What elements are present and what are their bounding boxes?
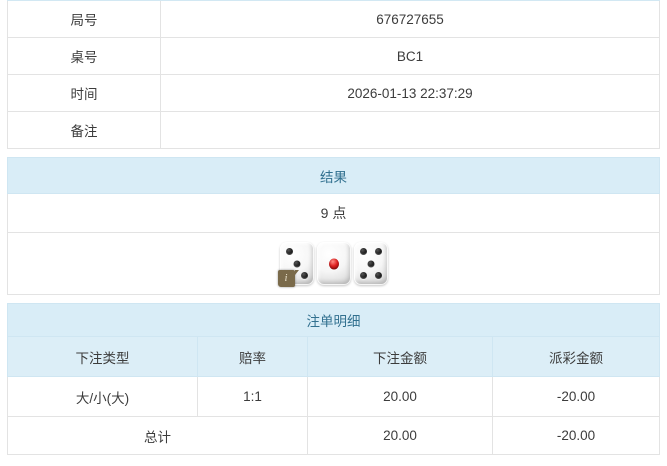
round-info-table: 局号 676727655 桌号 BC1 时间 2026-01-13 22:37:… [7, 0, 660, 149]
table-row: 局号 676727655 [7, 0, 660, 38]
die-2[interactable] [316, 242, 351, 285]
result-header-row: 结果 [7, 157, 660, 194]
dice-group: i [8, 242, 659, 287]
info-label-remark: 备注 [7, 111, 161, 149]
result-header-label: 结果 [7, 157, 660, 194]
column-header-payout: 派彩金额 [492, 336, 660, 377]
bet-stake-value: 20.00 [307, 376, 493, 417]
bets-header-label: 注单明细 [7, 303, 660, 337]
die-3-pip [359, 248, 367, 255]
die-3-face [359, 246, 383, 281]
column-header-bet-type: 下注类型 [7, 336, 198, 377]
info-value-round-no: 676727655 [160, 0, 660, 38]
bet-payout-value: -20.00 [492, 376, 660, 417]
table-row: 备注 [7, 111, 660, 149]
die-3-pip [359, 272, 367, 279]
total-label: 总计 [7, 416, 308, 455]
info-value-table-no: BC1 [160, 37, 660, 75]
result-panel: 结果 9 点 i [7, 157, 660, 295]
info-label-table-no: 桌号 [7, 37, 161, 75]
result-dice-cell: i [7, 232, 660, 295]
result-dice-row: i [7, 232, 660, 295]
table-row: 大/小(大) 1:1 20.00 -20.00 [7, 376, 660, 417]
info-value-time: 2026-01-13 22:37:29 [160, 74, 660, 112]
die-3-pip [374, 272, 382, 279]
die-2-face [322, 246, 346, 281]
die-1-pip [300, 272, 308, 279]
result-points-row: 9 点 [7, 193, 660, 233]
bets-column-header-row: 下注类型 赔率 下注金额 派彩金额 [7, 336, 660, 377]
die-1-pip [293, 260, 300, 267]
bet-type-value: 大/小(大) [7, 376, 198, 417]
column-header-stake: 下注金额 [307, 336, 493, 377]
die-2-pip [328, 258, 339, 269]
die-3-pip [367, 260, 374, 267]
column-header-odds: 赔率 [197, 336, 308, 377]
result-points-value: 9 点 [7, 193, 660, 233]
total-payout-value: -20.00 [492, 416, 660, 455]
bet-odds-value: 1:1 [197, 376, 308, 417]
info-value-remark [160, 111, 660, 149]
info-label-time: 时间 [7, 74, 161, 112]
bets-header-row: 注单明细 [7, 303, 660, 337]
die-1-face [285, 246, 309, 281]
table-row: 桌号 BC1 [7, 37, 660, 75]
total-stake-value: 20.00 [307, 416, 493, 455]
die-3[interactable] [353, 242, 388, 285]
table-row-total: 总计 20.00 -20.00 [7, 416, 660, 455]
bet-details-panel: 注单明细 下注类型 赔率 下注金额 派彩金额 大/小(大) 1:1 20.00 … [7, 303, 660, 455]
die-3-pip [374, 248, 382, 255]
table-row: 时间 2026-01-13 22:37:29 [7, 74, 660, 112]
info-icon[interactable]: i [277, 270, 299, 287]
die-1[interactable]: i [277, 242, 314, 287]
info-label-round-no: 局号 [7, 0, 161, 38]
die-1-pip [285, 248, 293, 255]
